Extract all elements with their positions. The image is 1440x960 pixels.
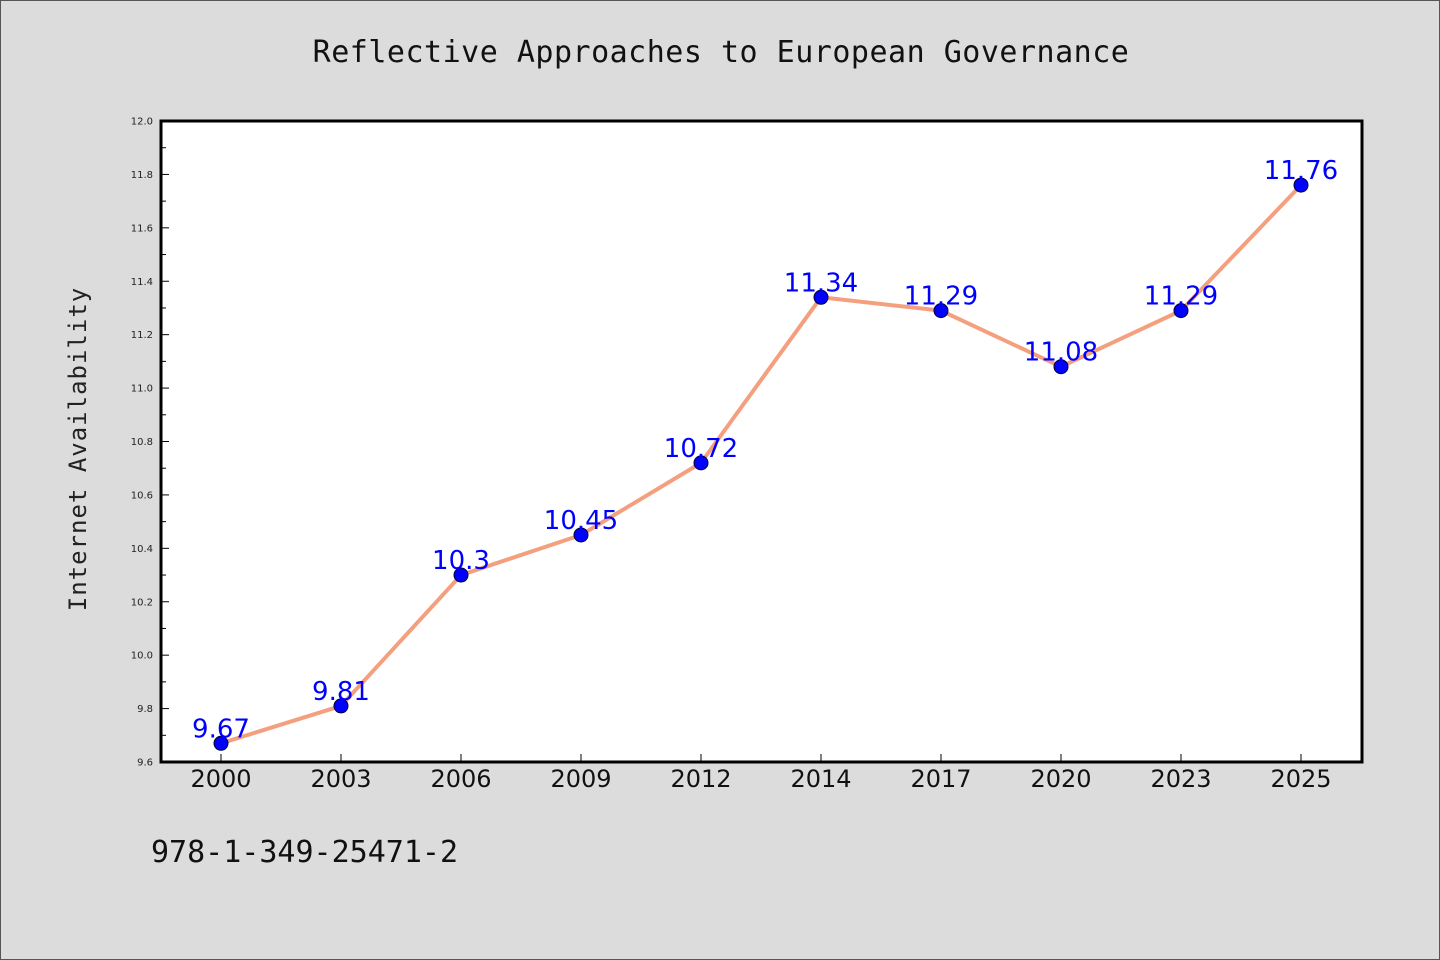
data-label: 10.72 (664, 434, 738, 464)
y-tick-label: 11.8 (131, 170, 153, 181)
y-tick-label: 10.8 (131, 437, 153, 448)
y-axis-label: Internet Availability (64, 287, 92, 611)
y-tick-label: 11.2 (131, 330, 153, 341)
y-tick-label: 10.0 (131, 651, 153, 662)
data-markers (213, 177, 1309, 751)
data-point (813, 289, 829, 305)
data-point (333, 698, 349, 714)
x-tick-label: 2023 (1150, 765, 1211, 793)
y-tick-label: 10.6 (131, 490, 153, 501)
x-tick-label: 2003 (310, 765, 371, 793)
isbn-label: 978-1-349-25471-2 (151, 835, 459, 870)
data-point (1053, 359, 1069, 375)
y-tick-label: 11.0 (131, 384, 153, 395)
y-tick-label: 10.4 (131, 544, 153, 555)
x-tick-label: 2000 (190, 765, 251, 793)
data-label: 10.3 (432, 546, 490, 576)
data-labels: 9.67 9.81 10.3 10.45 10.72 11.34 11.29 11.08 11.… (192, 156, 1338, 744)
data-label: 11.08 (1024, 338, 1098, 368)
series-line (219, 183, 1303, 746)
y-tick-label: 11.6 (131, 223, 153, 234)
x-tick-label: 2014 (790, 765, 851, 793)
data-label: 9.67 (192, 714, 250, 744)
x-axis-ticks: 2000 2003 2006 2009 2012 2014 2017 2020 2023 2025 (190, 754, 1332, 793)
data-point (453, 567, 469, 583)
x-tick-label: 2009 (550, 765, 611, 793)
x-tick-label: 2025 (1270, 765, 1331, 793)
data-label: 11.34 (784, 268, 858, 298)
data-point (1173, 303, 1189, 319)
y-axis-ticks: 9.6 9.8 10.0 10.2 10.4 10.6 10.8 11.0 11.2 11.4 11… (131, 117, 169, 769)
data-label: 11.29 (904, 282, 978, 312)
data-point (933, 303, 949, 319)
data-point (573, 527, 589, 543)
y-tick-label: 9.6 (137, 758, 153, 769)
data-point (693, 455, 709, 471)
y-tick-label: 9.8 (137, 704, 153, 715)
y-tick-label: 12.0 (131, 117, 153, 128)
data-label: 11.29 (1144, 282, 1218, 312)
x-tick-label: 2020 (1030, 765, 1091, 793)
x-tick-label: 2012 (670, 765, 731, 793)
data-label: 10.45 (544, 506, 618, 536)
data-label: 9.81 (312, 677, 370, 707)
data-point (1293, 177, 1309, 193)
chart-title: Reflective Approaches to European Govern… (312, 35, 1130, 70)
plot-area (159, 119, 1364, 764)
x-tick-label: 2006 (430, 765, 491, 793)
y-tick-label: 11.4 (131, 277, 153, 288)
data-point (213, 735, 229, 751)
data-label: 11.76 (1264, 156, 1338, 186)
y-tick-label: 10.2 (131, 597, 153, 608)
x-tick-label: 2017 (910, 765, 971, 793)
